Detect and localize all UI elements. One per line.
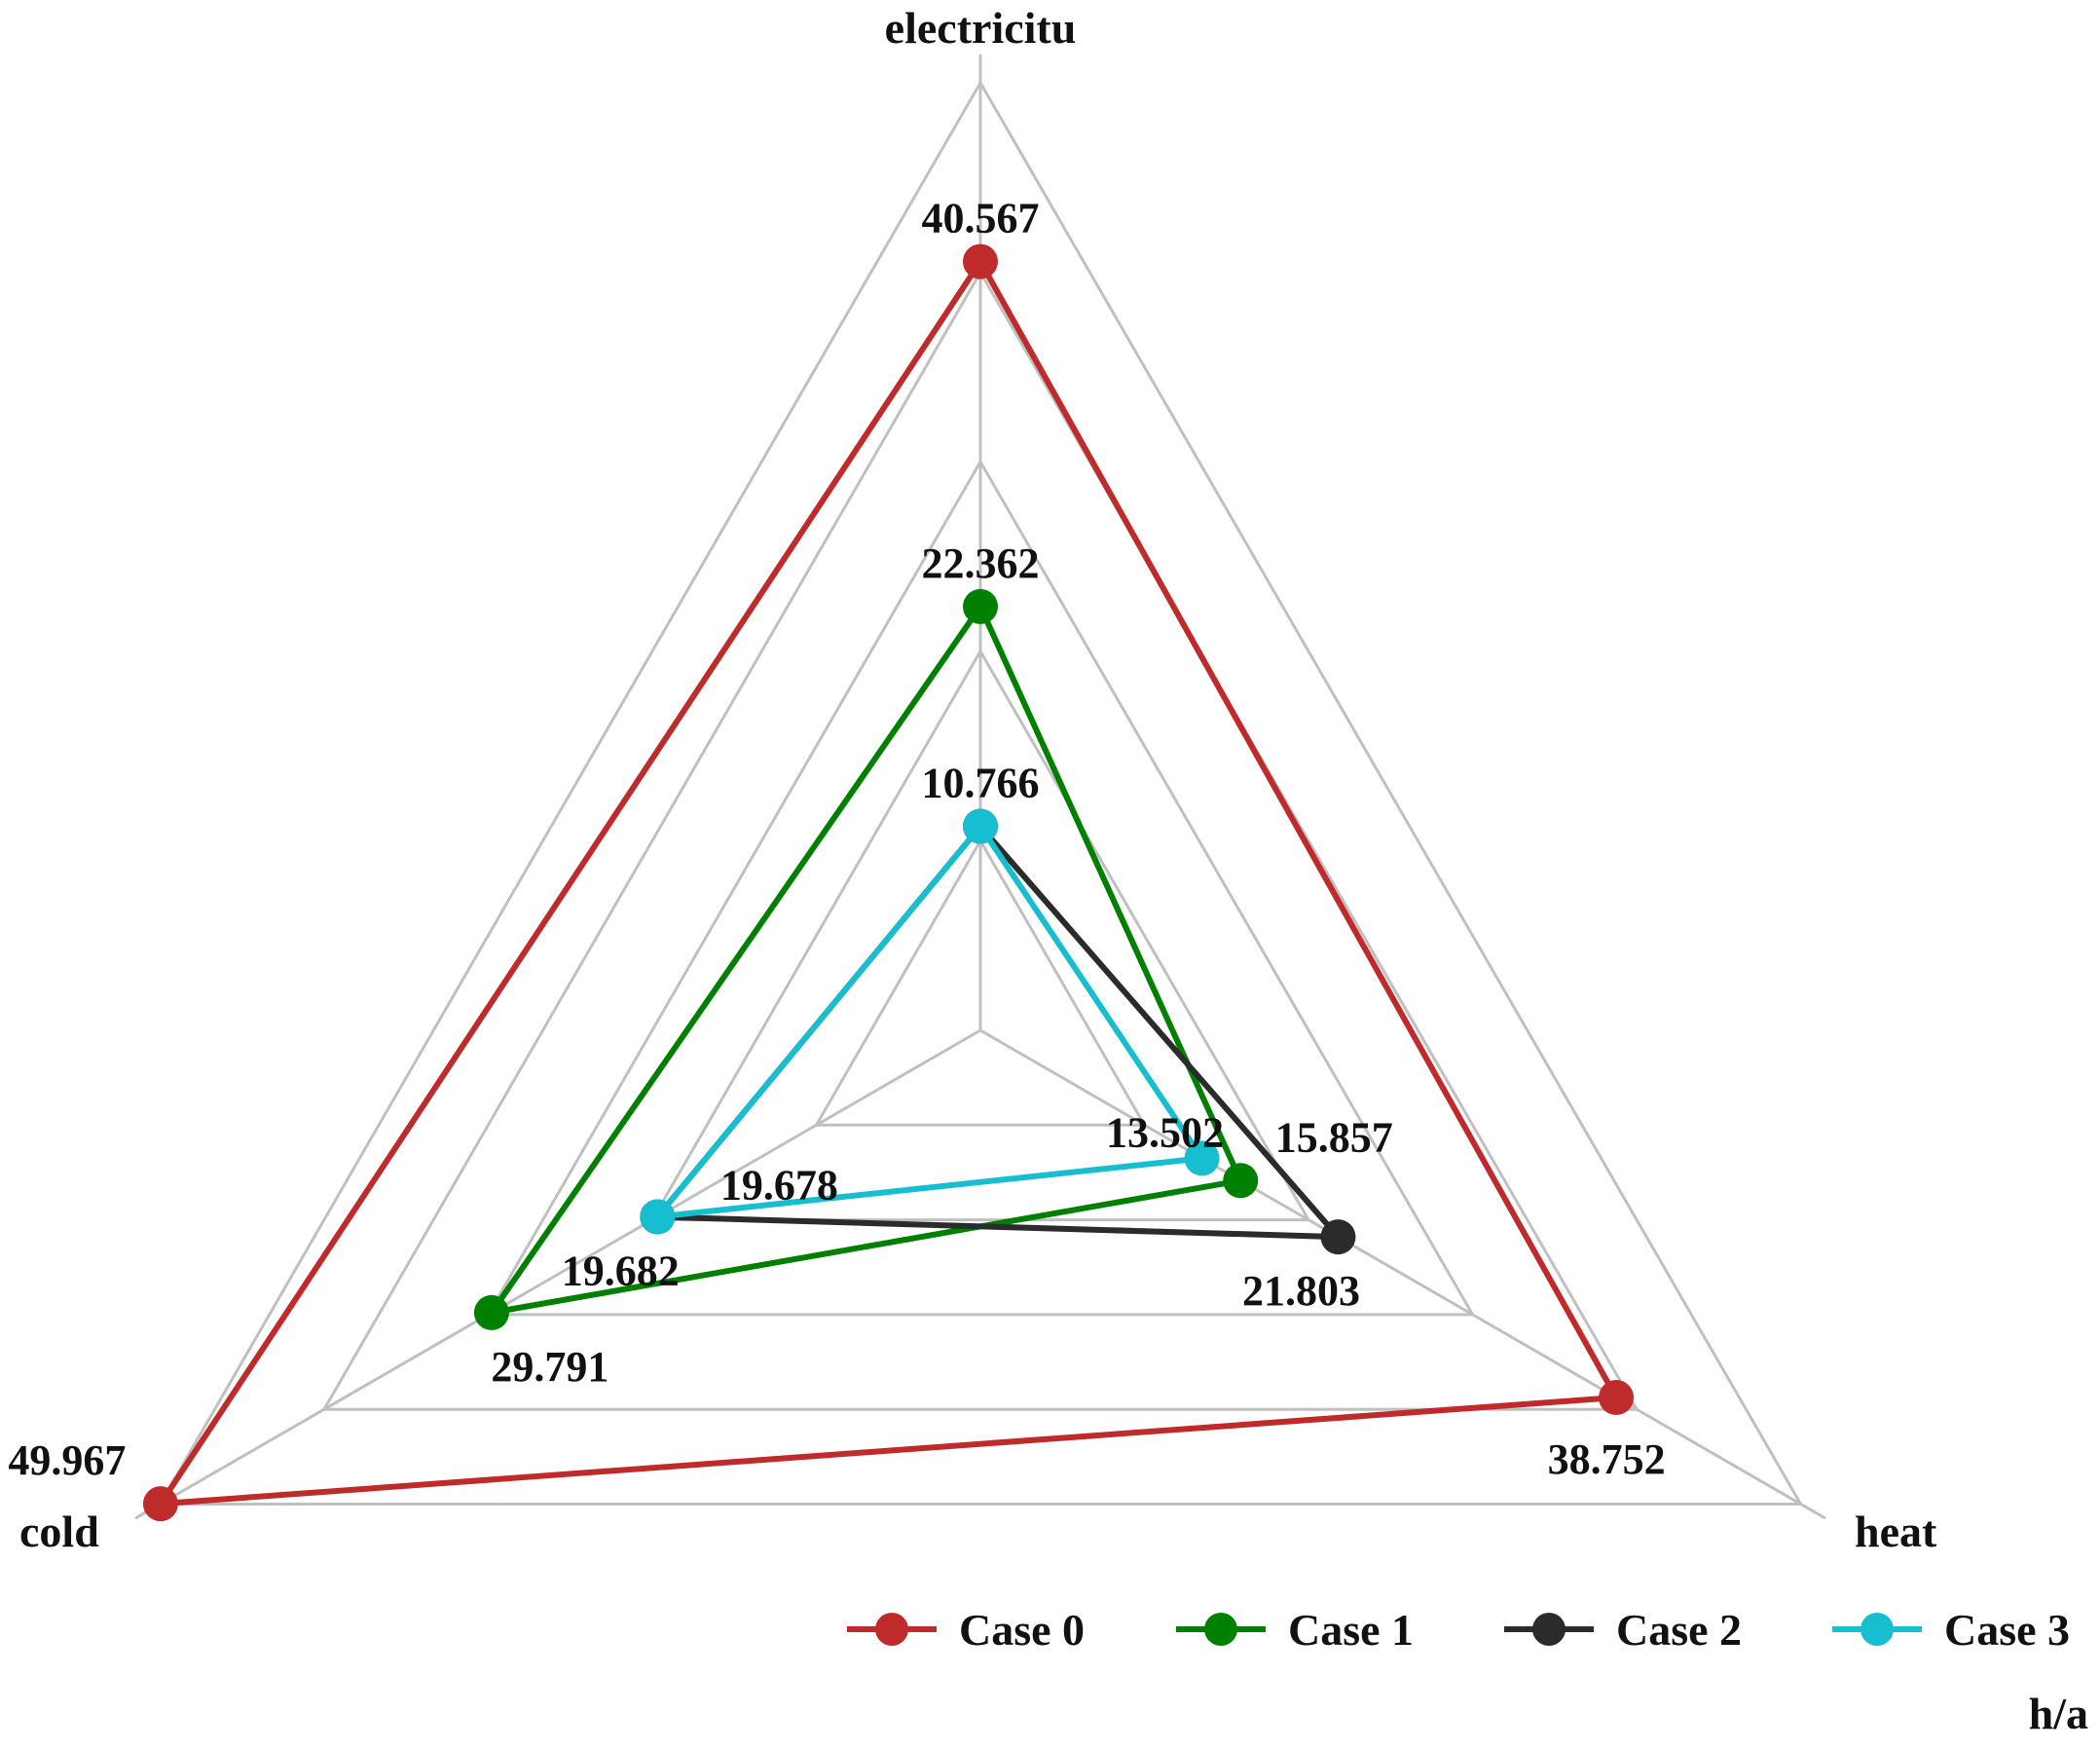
data-label: 10.766 [922, 759, 1040, 806]
data-label: 29.791 [491, 1343, 608, 1391]
series-marker [640, 1199, 676, 1235]
data-label: 40.567 [922, 195, 1040, 242]
data-label: 21.803 [1242, 1267, 1360, 1315]
series-marker [1223, 1163, 1259, 1199]
legend-swatch-marker [1532, 1613, 1566, 1646]
radar-grid [157, 79, 1804, 1506]
grid-ring [157, 79, 1804, 1506]
grid-ring [813, 838, 1148, 1127]
radar-axes: electricitu heat cold [19, 3, 1937, 1556]
legend-item[interactable]: Case 0 [847, 1605, 1085, 1655]
series-marker [963, 588, 998, 624]
legend-item[interactable]: Case 3 [1832, 1605, 2070, 1655]
data-label: 38.752 [1548, 1435, 1666, 1483]
legend-label: Case 2 [1616, 1605, 1742, 1655]
axis-label: heat [1855, 1507, 1937, 1556]
legend-swatch-marker [875, 1613, 908, 1646]
grid-ring [649, 648, 1311, 1222]
series-marker [1320, 1219, 1356, 1255]
series-lines [155, 255, 1622, 1508]
grid-ring [321, 269, 1639, 1411]
series-marker [1184, 1140, 1220, 1176]
series-marker [473, 1294, 509, 1330]
legend-swatch-marker [1861, 1613, 1894, 1646]
legend-label: Case 3 [1944, 1605, 2070, 1655]
axis-spoke [134, 1028, 981, 1520]
axis-label: electricitu [885, 3, 1077, 53]
legend-item[interactable]: Case 2 [1504, 1605, 1742, 1655]
series-line [155, 255, 1622, 1508]
data-label: 19.682 [562, 1247, 680, 1295]
series-line [485, 600, 1245, 1318]
unit-label: h/a [2029, 1689, 2088, 1738]
series-line [650, 821, 1207, 1221]
data-label: 22.362 [922, 540, 1040, 587]
axis-spoke [979, 1028, 1826, 1520]
series-markers [142, 243, 1635, 1522]
legend-swatch-marker [1204, 1613, 1237, 1646]
data-labels: 40.567 38.752 49.967 22.362 15.857 29.791 21.8… [8, 195, 1665, 1485]
data-label: 49.967 [8, 1436, 126, 1484]
axis-label: cold [19, 1507, 99, 1556]
data-label: 15.857 [1275, 1113, 1393, 1161]
data-label: 13.502 [1106, 1108, 1224, 1156]
legend-label: Case 0 [959, 1605, 1085, 1655]
data-label: 19.678 [720, 1161, 838, 1209]
grid-ring [485, 459, 1476, 1317]
series-marker [963, 243, 998, 279]
legend-item[interactable]: Case 1 [1176, 1605, 1414, 1655]
legend-label: Case 1 [1288, 1605, 1414, 1655]
series-marker [1599, 1380, 1635, 1416]
series-marker [963, 808, 998, 844]
series-marker [142, 1486, 178, 1522]
legend[interactable]: Case 0 Case 1 Case 2 Case 3 [847, 1605, 2070, 1655]
